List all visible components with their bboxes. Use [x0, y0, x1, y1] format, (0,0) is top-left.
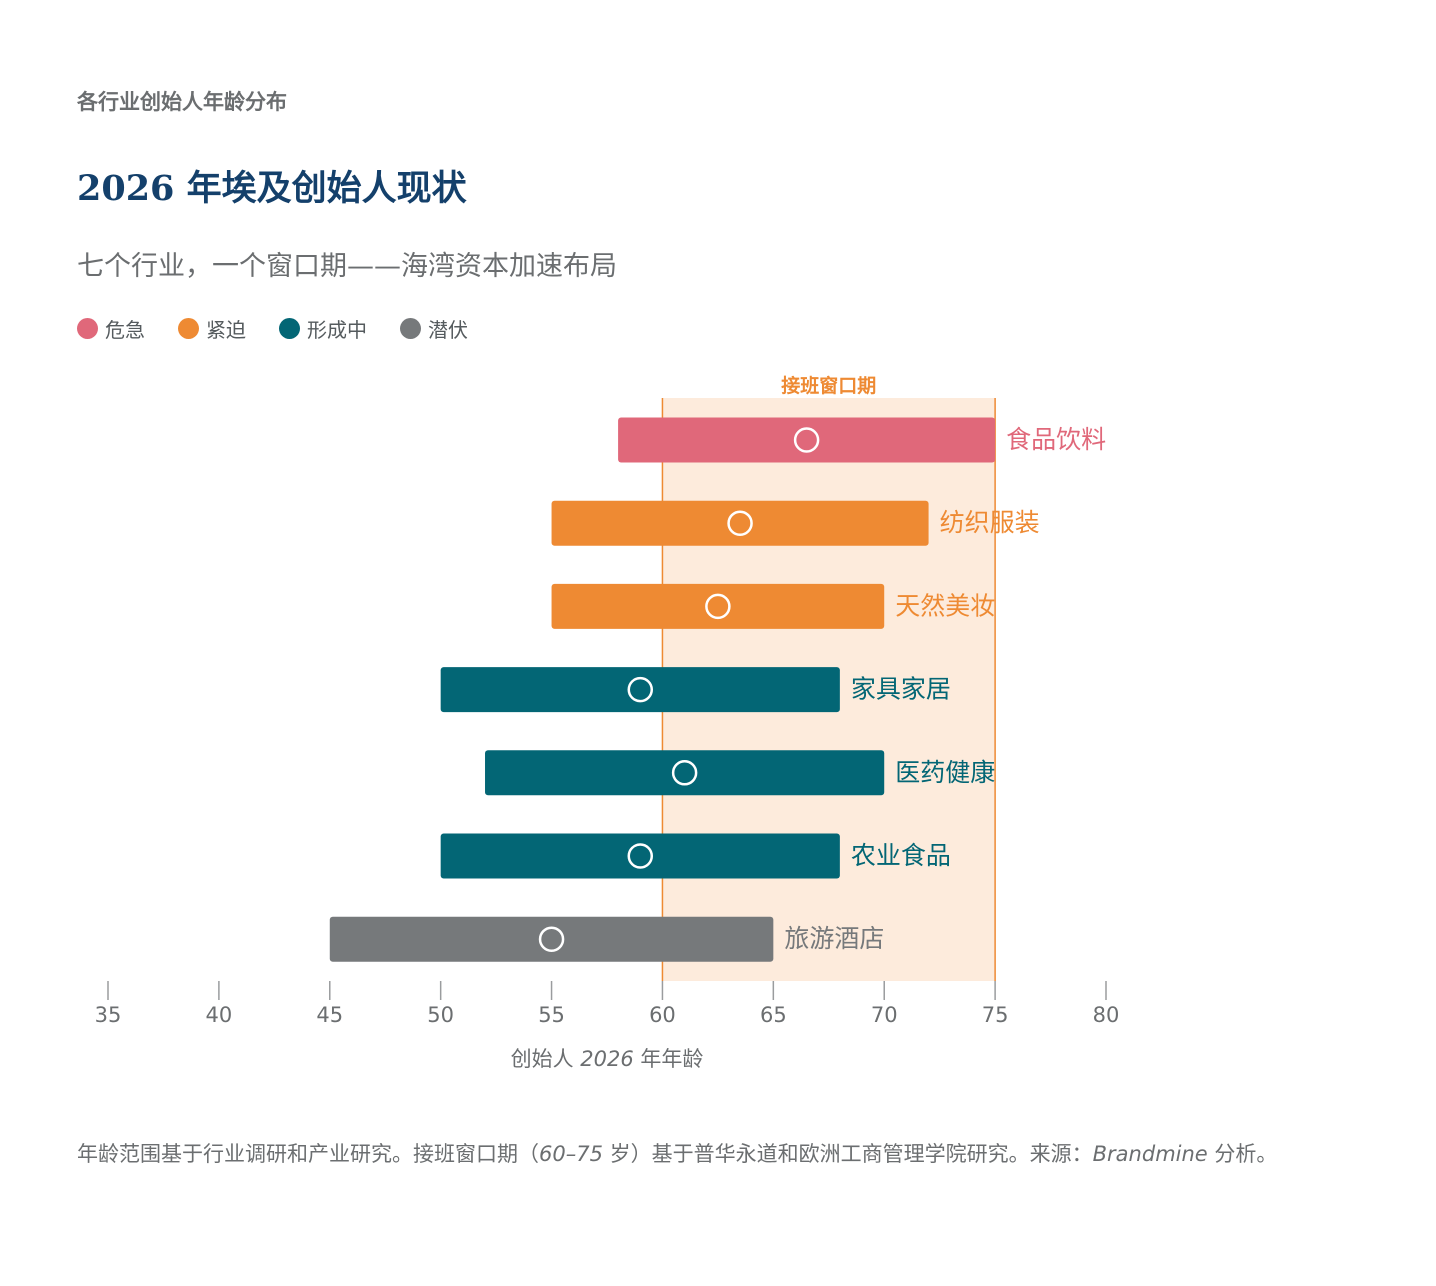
window-label: 接班窗口期	[781, 374, 876, 397]
range-bar	[618, 417, 996, 463]
median-marker	[671, 760, 698, 786]
category-label: 食品饮料	[1006, 425, 1106, 454]
legend-label: 形成中	[307, 318, 367, 342]
median-marker	[793, 427, 820, 453]
footnote-text: 岁）基于普华永道和欧洲工商管理学院研究。来源：	[602, 1142, 1093, 1166]
x-tick-label: 55	[538, 1003, 565, 1027]
x-tick-label: 75	[982, 1003, 1009, 1027]
x-tick-label: 70	[871, 1003, 898, 1027]
range-bar	[551, 583, 885, 629]
legend-item-critical: 危急	[77, 314, 145, 343]
legend-label: 危急	[105, 318, 145, 342]
range-bar	[551, 500, 929, 546]
legend-swatch	[279, 318, 300, 339]
category-label: 天然美妆	[895, 591, 995, 620]
legend: 危急 紧迫 形成中 潜伏	[77, 314, 501, 343]
chart-title: 2026 年埃及创始人现状	[77, 168, 467, 209]
footnote-source: Brandmine	[1092, 1142, 1208, 1166]
legend-label: 潜伏	[428, 318, 468, 342]
range-bar	[440, 833, 840, 879]
median-marker	[705, 593, 731, 620]
category-label: 医药健康	[895, 758, 995, 787]
legend-item-forming: 形成中	[279, 314, 367, 343]
category-label: 旅游酒店	[784, 924, 884, 953]
footnote-text: 年龄范围基于行业调研和产业研究。接班窗口期（	[77, 1142, 539, 1166]
x-tick-label: 50	[427, 1003, 454, 1027]
range-bar	[329, 916, 774, 962]
range-bar	[485, 750, 885, 796]
legend-item-latent: 潜伏	[400, 314, 468, 343]
chart-subtitle: 七个行业，一个窗口期——海湾资本加速布局	[77, 251, 617, 282]
x-tick-label: 35	[95, 1003, 122, 1027]
category-label: 家具家居	[851, 675, 951, 704]
x-tick-label: 45	[316, 1003, 343, 1027]
range-bar	[440, 667, 840, 713]
category-label: 农业食品	[851, 841, 951, 870]
x-tick-label: 60	[649, 1003, 676, 1027]
category-label: 纺织服装	[940, 508, 1040, 537]
median-marker	[727, 510, 753, 536]
legend-swatch	[77, 318, 98, 339]
chart-kicker: 各行业创始人年龄分布	[77, 90, 287, 114]
median-marker	[627, 843, 654, 869]
footnote-range: 60–75	[539, 1142, 603, 1166]
x-tick-label: 40	[206, 1003, 233, 1027]
legend-item-urgent: 紧迫	[178, 314, 246, 343]
legend-swatch	[178, 318, 199, 339]
legend-label: 紧迫	[206, 318, 246, 342]
median-marker	[538, 926, 565, 952]
x-tick-label: 80	[1093, 1003, 1120, 1027]
footnote: 年龄范围基于行业调研和产业研究。接班窗口期（60–75 岁）基于普华永道和欧洲工…	[77, 1138, 1367, 1170]
x-tick-label: 65	[760, 1003, 787, 1027]
median-marker	[627, 676, 654, 703]
x-axis-title: 创始人 2026 年年龄	[511, 1047, 704, 1071]
legend-swatch	[400, 318, 421, 339]
footnote-text: 分析。	[1207, 1142, 1278, 1166]
